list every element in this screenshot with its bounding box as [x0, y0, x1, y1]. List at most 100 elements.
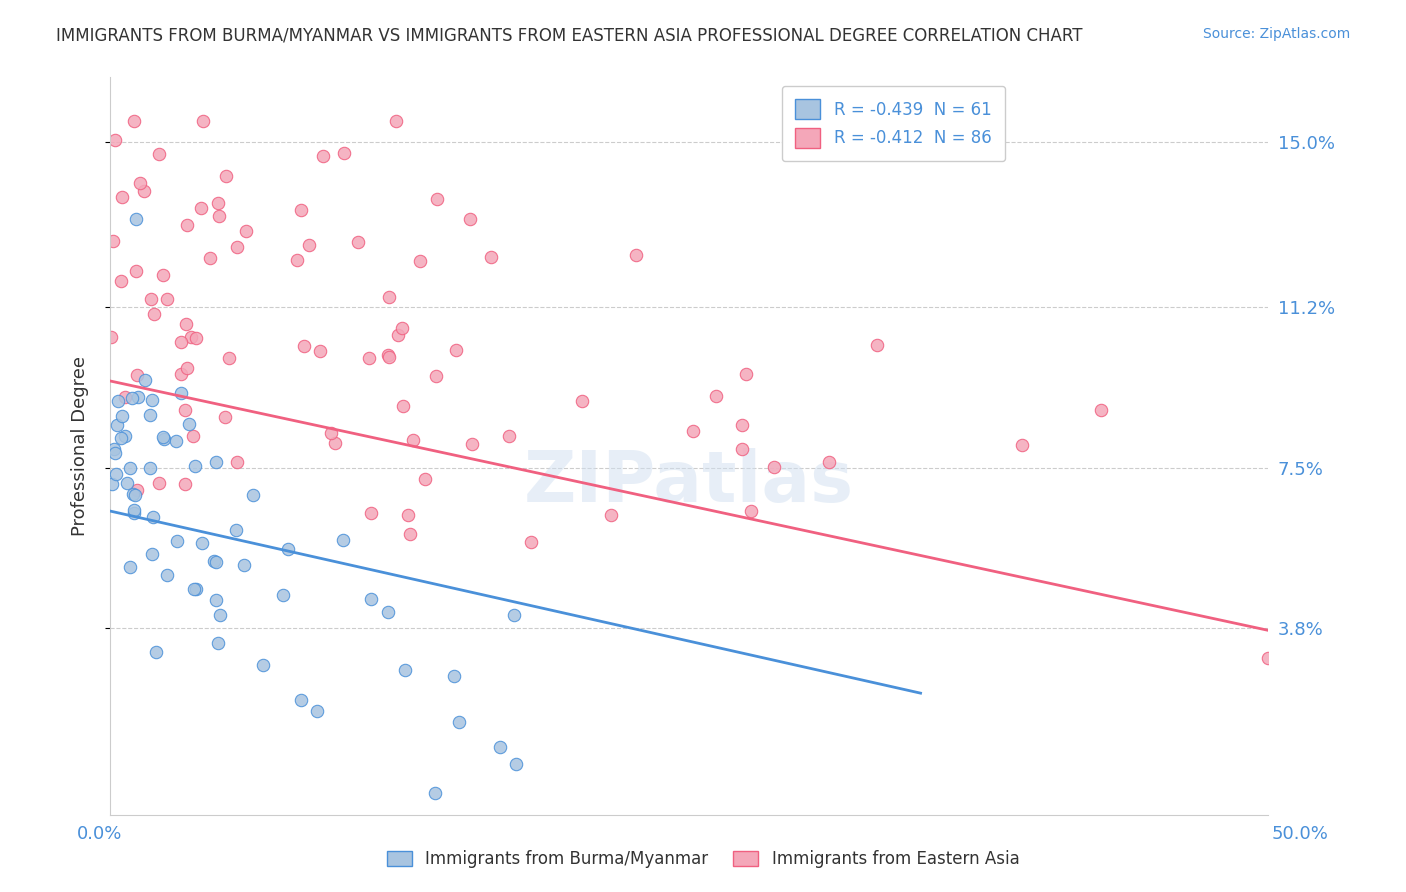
Point: [127, 391, 149, 405]
Point: [425, 369, 447, 384]
Point: [447, 715, 470, 730]
Point: [332, 146, 354, 161]
Point: [141, 547, 163, 561]
Text: 50.0%: 50.0%: [1272, 825, 1329, 843]
Point: [503, 608, 526, 623]
Point: [360, 592, 382, 607]
Point: [142, 510, 165, 524]
Point: [169, 385, 191, 400]
Point: [481, 250, 503, 264]
Point: [218, 351, 240, 365]
Point: [208, 607, 231, 622]
Point: [176, 360, 198, 375]
Point: [384, 113, 406, 128]
Point: [111, 190, 134, 204]
Point: [740, 503, 762, 517]
Point: [101, 477, 124, 491]
Point: [114, 429, 136, 443]
Point: [600, 508, 623, 522]
Point: [142, 307, 165, 321]
Point: [1011, 438, 1033, 452]
Point: [134, 374, 156, 388]
Point: [461, 437, 484, 451]
Point: [226, 455, 249, 469]
Point: [107, 393, 129, 408]
Point: [1090, 403, 1112, 417]
Point: [101, 234, 124, 248]
Point: [214, 410, 236, 425]
Point: [423, 786, 446, 800]
Point: [127, 483, 149, 497]
Point: [235, 224, 257, 238]
Point: [285, 252, 308, 267]
Point: [731, 442, 754, 457]
Point: [204, 555, 226, 569]
Point: [332, 533, 354, 547]
Point: [114, 390, 136, 404]
Point: [458, 211, 481, 226]
Point: [127, 368, 149, 383]
Point: [387, 328, 409, 343]
Point: [394, 663, 416, 677]
Point: [519, 535, 541, 549]
Point: [118, 460, 141, 475]
Point: [117, 475, 139, 490]
Point: [392, 399, 415, 413]
Point: [444, 343, 467, 357]
Point: [169, 335, 191, 350]
Point: [704, 389, 727, 403]
Point: [148, 475, 170, 490]
Point: [124, 488, 146, 502]
Point: [817, 455, 839, 469]
Point: [298, 238, 321, 252]
Point: [132, 184, 155, 198]
Legend: R = -0.439  N = 61, R = -0.412  N = 86: R = -0.439 N = 61, R = -0.412 N = 86: [782, 86, 1005, 161]
Point: [735, 368, 758, 382]
Text: IMMIGRANTS FROM BURMA/MYANMAR VS IMMIGRANTS FROM EASTERN ASIA PROFESSIONAL DEGRE: IMMIGRANTS FROM BURMA/MYANMAR VS IMMIGRA…: [56, 27, 1083, 45]
Point: [409, 253, 432, 268]
Point: [105, 418, 128, 433]
Point: [624, 248, 647, 262]
Point: [190, 535, 212, 549]
Point: [153, 432, 176, 446]
Point: [141, 392, 163, 407]
Point: [205, 455, 228, 469]
Point: [232, 558, 254, 572]
Point: [174, 318, 197, 332]
Point: [100, 330, 122, 344]
Point: [207, 636, 229, 650]
Point: [103, 442, 125, 456]
Point: [156, 567, 179, 582]
Point: [762, 460, 785, 475]
Point: [378, 290, 401, 304]
Point: [184, 331, 207, 345]
Point: [122, 487, 145, 501]
Point: [489, 740, 512, 755]
Point: [396, 508, 419, 522]
Point: [145, 645, 167, 659]
Point: [225, 523, 247, 537]
Point: [156, 292, 179, 306]
Point: [377, 348, 399, 362]
Point: [866, 338, 889, 352]
Point: [290, 203, 312, 218]
Point: [111, 409, 134, 423]
Point: [498, 428, 520, 442]
Point: [110, 430, 132, 444]
Point: [1257, 650, 1279, 665]
Point: [121, 391, 143, 405]
Point: [443, 669, 465, 683]
Point: [104, 133, 127, 147]
Point: [139, 408, 162, 422]
Point: [308, 343, 330, 358]
Point: [359, 351, 381, 366]
Point: [104, 467, 127, 482]
Point: [152, 268, 174, 283]
Point: [181, 429, 204, 443]
Point: [148, 147, 170, 161]
Point: [305, 704, 328, 718]
Point: [377, 605, 399, 619]
Point: [242, 488, 264, 502]
Point: [571, 394, 593, 409]
Point: [360, 506, 382, 520]
